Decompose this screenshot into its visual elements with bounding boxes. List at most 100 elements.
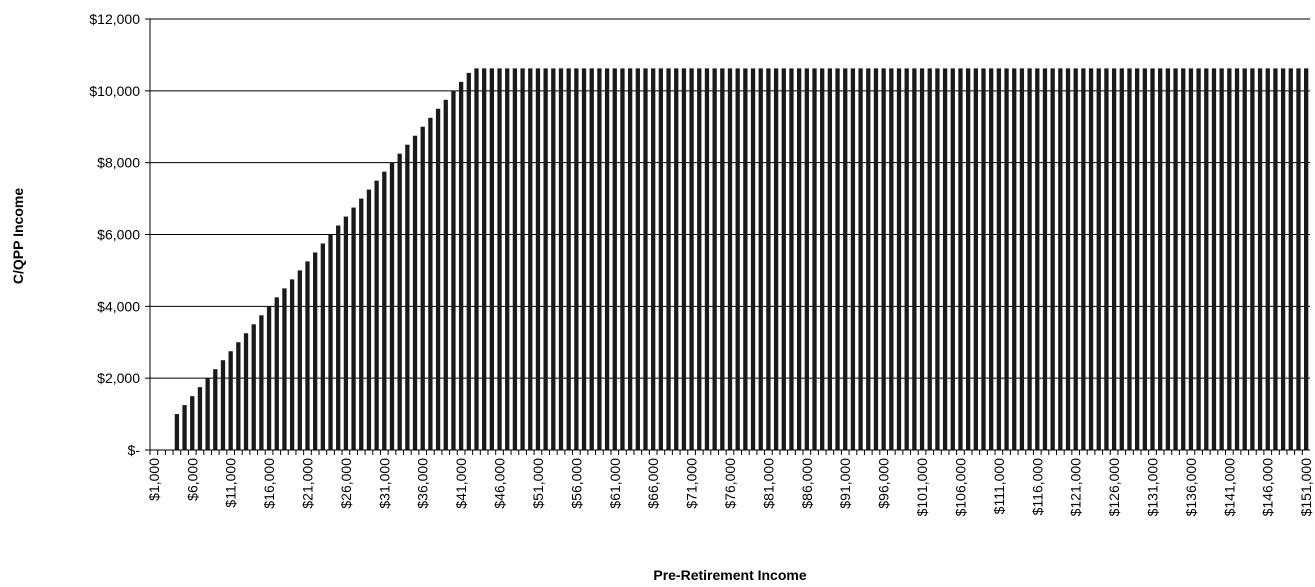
bar [942, 68, 948, 451]
bar [512, 68, 518, 451]
bar [727, 68, 733, 451]
bar [190, 396, 195, 450]
x-tick-label: $6,000 [184, 458, 200, 501]
bar [274, 297, 279, 450]
x-tick-label: $31,000 [376, 458, 392, 509]
bar [1196, 68, 1201, 451]
x-tick-label: $121,000 [1068, 458, 1084, 517]
bar [1088, 68, 1094, 451]
y-tick-label: $- [128, 442, 141, 458]
bar [881, 68, 886, 451]
bar [359, 198, 364, 450]
bar [704, 68, 710, 451]
x-tick-label: $56,000 [568, 458, 584, 509]
bar [927, 68, 932, 451]
x-tick-label: $71,000 [684, 458, 700, 509]
bar [973, 68, 978, 451]
bar [1065, 68, 1071, 451]
bar [543, 68, 548, 451]
bar [1188, 68, 1194, 451]
bar [597, 68, 602, 451]
bar [812, 68, 817, 451]
bar [412, 135, 418, 450]
bar [1234, 68, 1240, 451]
bar [804, 68, 809, 451]
bar [405, 144, 410, 451]
x-tick-label: $146,000 [1260, 458, 1276, 517]
bar [666, 68, 671, 451]
bar [320, 243, 325, 450]
bar [658, 68, 664, 451]
bar [1219, 68, 1224, 451]
bar [681, 68, 687, 451]
bar [528, 68, 533, 451]
x-tick-label: $151,000 [1298, 458, 1314, 517]
bar [497, 68, 502, 451]
bar [581, 68, 587, 451]
bar [336, 225, 341, 450]
bar [750, 68, 756, 451]
x-tick-label: $101,000 [914, 458, 930, 517]
bar [443, 99, 448, 450]
bar [1265, 68, 1270, 451]
bar [1204, 68, 1209, 451]
bar [950, 68, 955, 451]
bar [789, 68, 794, 451]
x-tick-label: $66,000 [645, 458, 661, 509]
bar [1173, 68, 1178, 451]
x-tick-label: $111,000 [991, 458, 1007, 515]
bar [843, 68, 848, 451]
x-tick-label: $126,000 [1106, 458, 1122, 517]
bar [896, 68, 902, 451]
bar [1104, 68, 1109, 451]
bar [850, 68, 856, 451]
y-tick-label: $8,000 [97, 155, 140, 171]
bar [1280, 68, 1286, 451]
bar [435, 108, 441, 451]
bar [1012, 68, 1017, 451]
bar [1058, 68, 1063, 451]
bar [919, 68, 925, 451]
bar [236, 342, 241, 450]
x-tick-label: $131,000 [1145, 458, 1161, 517]
x-tick-label: $46,000 [492, 458, 508, 509]
x-tick-label: $106,000 [952, 458, 968, 517]
bar [489, 68, 495, 451]
bar [773, 68, 779, 451]
x-tick-label: $86,000 [799, 458, 815, 509]
bar [297, 270, 302, 450]
bar [328, 234, 333, 450]
bar [743, 68, 748, 451]
bar [1181, 68, 1186, 451]
y-tick-label: $4,000 [97, 298, 140, 314]
bar [1304, 68, 1309, 451]
bar [420, 126, 425, 450]
bar [220, 360, 226, 450]
bar [259, 315, 264, 450]
bar [466, 72, 471, 450]
bar [251, 324, 256, 450]
bar [366, 189, 372, 450]
y-tick-label: $2,000 [97, 370, 140, 386]
bar [574, 68, 579, 451]
bar [635, 68, 640, 451]
bar [820, 68, 825, 451]
x-tick-label: $81,000 [760, 458, 776, 509]
bar [697, 68, 702, 451]
x-tick-label: $136,000 [1183, 458, 1199, 517]
bar [474, 68, 479, 451]
bar [535, 68, 541, 451]
bar [1150, 68, 1155, 451]
bar [182, 405, 187, 450]
bar [889, 68, 894, 451]
bar [551, 68, 556, 451]
bar [266, 306, 272, 450]
bar [712, 68, 717, 451]
bar [989, 68, 994, 451]
y-tick-label: $10,000 [89, 83, 140, 99]
bar [1050, 68, 1055, 451]
bar [1227, 68, 1232, 451]
bar [1257, 68, 1263, 451]
bar [482, 68, 487, 451]
